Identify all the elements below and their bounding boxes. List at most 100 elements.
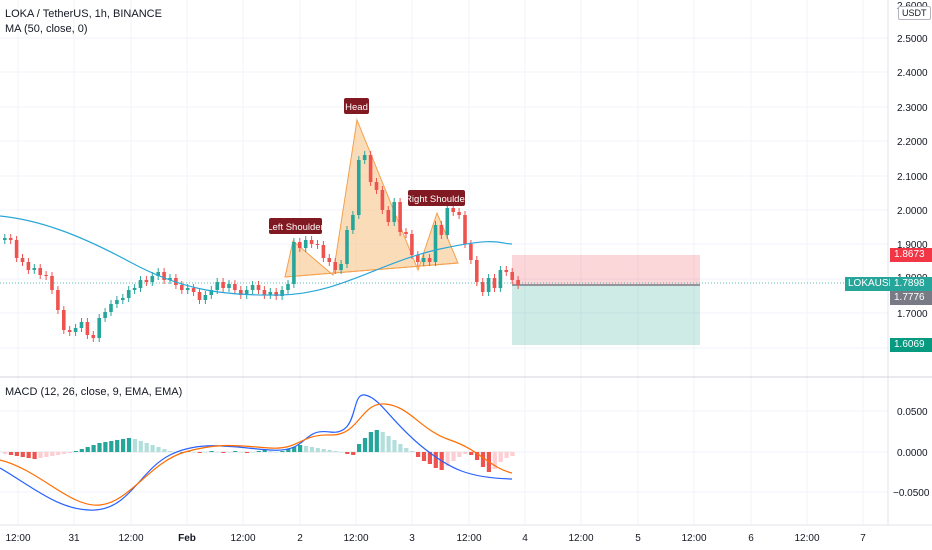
macd-histogram-bar [380,432,385,452]
candle-body [286,284,290,290]
macd-histogram-bar [445,452,450,466]
head-label[interactable]: Head [344,98,369,114]
macd-histogram-bar [416,452,421,457]
candle-body [109,304,113,312]
macd-histogram-bar [274,452,279,453]
macd-line [0,394,513,511]
macd-histogram-bar [126,438,132,452]
macd-histogram-bar [239,452,244,453]
macd-histogram-bar [209,451,214,452]
macd-histogram-bar [504,452,509,458]
price-axis[interactable]: 2.6000 2.5000 2.4000 2.3000 2.2000 2.100… [897,1,928,320]
macd-histogram-bar [421,452,427,461]
moving-average-line [0,215,513,296]
macd-histogram-bar [67,452,73,453]
macd-histogram-bar [32,452,37,459]
candle-body [309,240,314,244]
macd-histogram-bar [368,432,373,452]
candle-body [79,322,84,328]
macd-histogram-bar [162,449,167,452]
candle-body [262,290,267,295]
price-axis-label: 2.5000 [897,34,928,45]
macd-histogram-bar [492,452,497,469]
macd-histogram-bar [180,452,185,453]
macd-histogram-bar [498,452,503,462]
macd-histogram-bar [156,447,161,452]
candle-body [185,288,190,290]
macd-axis-label: −0.0500 [893,488,930,499]
candle-body [56,290,60,310]
macd-histogram-bar [457,452,462,457]
take-profit-zone[interactable] [512,285,700,345]
candle-body [8,238,13,240]
price-axis-label: 1.9000 [897,240,928,251]
macd-histogram-bar [26,452,31,458]
candle-body [339,264,343,270]
macd-histogram-bar [38,452,43,458]
symbol-title[interactable]: LOKA / TetherUS, 1h, BINANCE [5,8,162,20]
candle-body [132,288,137,290]
candle-body [321,245,326,258]
candle-body [32,268,37,270]
macd-histogram-bar [451,452,456,461]
macd-histogram-bar [404,448,409,452]
macd-histogram-bar [3,452,8,454]
macd-histogram-bar [333,451,338,452]
macd-axis-label: 0.0500 [897,407,928,418]
macd-histogram-bar [327,450,332,452]
macd-histogram-bar [286,449,291,452]
macd-indicator-label[interactable]: MACD (12, 26, close, 9, EMA, EMA) [5,386,183,398]
macd-histogram-bar [8,452,14,455]
macd-histogram-bar [392,440,397,452]
candle-body [280,290,284,296]
macd-histogram-bar [339,452,344,453]
ma-indicator-label[interactable]: MA (50, close, 0) [5,23,88,35]
macd-histogram-bar [132,439,137,452]
stop-loss-zone[interactable] [512,255,700,285]
macd-histogram-bar [97,443,102,452]
candle-body [227,284,231,288]
target-price-tag: 1.6069 [890,338,932,352]
candle-body [97,318,101,338]
candle-body [492,278,497,288]
macd-histogram-bar [321,449,326,452]
candle-body [91,335,96,338]
macd-histogram-bar [85,447,90,452]
left-shoulder-label[interactable]: Left Shoulder [267,218,324,234]
candle-body [516,280,520,285]
candle-body [38,268,42,275]
macd-histogram-bar [138,441,143,452]
candle-body [427,258,432,262]
candle-body [292,242,296,284]
right-shoulder-text: Right Shoulder [405,194,468,205]
macd-histogram-bar [351,452,356,455]
candle-body [20,258,25,262]
macd-histogram-bar [386,436,391,452]
candle-body [268,292,273,295]
macd-signal-line [0,403,513,506]
candle-body [327,258,332,262]
candle-body [374,182,379,190]
macd-axis[interactable]: 0.0500 0.0000 −0.0500 [893,407,930,499]
currency-unit-badge[interactable]: USDT [898,6,931,20]
candle-body [433,225,438,262]
macd-histogram-bar [309,447,314,452]
macd-histogram-bar [233,451,238,452]
candle-body [368,155,373,182]
macd-histogram-bar [191,452,196,453]
macd-histogram-bar [79,449,84,452]
candle-body [121,298,125,300]
candle-body [233,284,237,290]
time-axis[interactable]: 12:00 31 12:00 Feb 12:00 2 12:00 3 12:00… [5,533,866,544]
candle-body [392,202,396,222]
time-axis-label: 6 [748,533,754,544]
right-shoulder-label[interactable]: Right Shoulder [405,190,468,206]
macd-histogram-bar [215,452,220,453]
price-axis-label: 1.7000 [897,309,928,320]
macd-histogram-bar [250,452,255,453]
candle-body [14,240,19,258]
candle-body [191,288,196,292]
stop-loss-price-tag: 1.8673 [890,248,932,262]
price-axis-label: 2.2000 [897,137,928,148]
